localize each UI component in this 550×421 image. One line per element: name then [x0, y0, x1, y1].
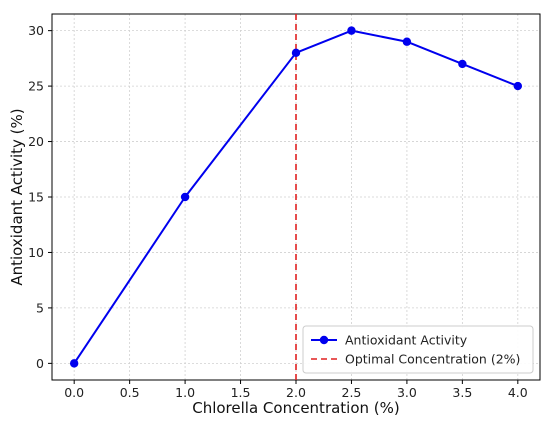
legend-reference-label: Optimal Concentration (2%) — [345, 352, 520, 367]
y-tick-label: 0 — [36, 356, 44, 371]
legend-box — [302, 325, 534, 374]
axis-ticks: 0.0 0.5 1.0 1.5 2.0 2.5 3.0 3.5 4.0 0 5 10 15 20 25 30 — [28, 23, 528, 400]
x-tick-label: 1.0 — [175, 385, 195, 400]
x-tick-label: 0.5 — [120, 385, 140, 400]
x-tick-label: 0.0 — [64, 385, 84, 400]
y-tick-label: 15 — [28, 190, 44, 205]
data-point — [180, 192, 190, 202]
data-point — [69, 359, 79, 368]
x-tick-label: 3.0 — [397, 385, 417, 400]
data-point — [347, 26, 356, 35]
data-point — [402, 37, 412, 46]
x-tick-label: 4.0 — [508, 385, 528, 400]
x-tick-label: 1.5 — [231, 385, 251, 400]
legend-series-label: Antioxidant Activity — [345, 333, 468, 348]
y-tick-label: 30 — [28, 23, 44, 38]
legend: Antioxidant Activity Optimal Concentrati… — [302, 325, 534, 374]
x-axis-label: Chlorella Concentration (%) — [192, 399, 400, 417]
x-tick-label: 3.5 — [452, 385, 472, 400]
y-tick-label: 5 — [36, 300, 44, 315]
y-axis-label: Antioxidant Activity (%) — [8, 108, 26, 285]
legend-series-marker — [319, 335, 329, 345]
data-point — [291, 48, 301, 58]
x-tick-label: 2.5 — [342, 385, 362, 400]
series-group — [69, 26, 523, 368]
y-tick-label: 25 — [28, 79, 44, 94]
data-point — [513, 81, 523, 91]
data-point — [458, 59, 467, 69]
y-tick-label: 20 — [28, 134, 44, 149]
y-tick-label: 10 — [28, 245, 44, 260]
x-tick-label: 2.0 — [286, 385, 306, 400]
